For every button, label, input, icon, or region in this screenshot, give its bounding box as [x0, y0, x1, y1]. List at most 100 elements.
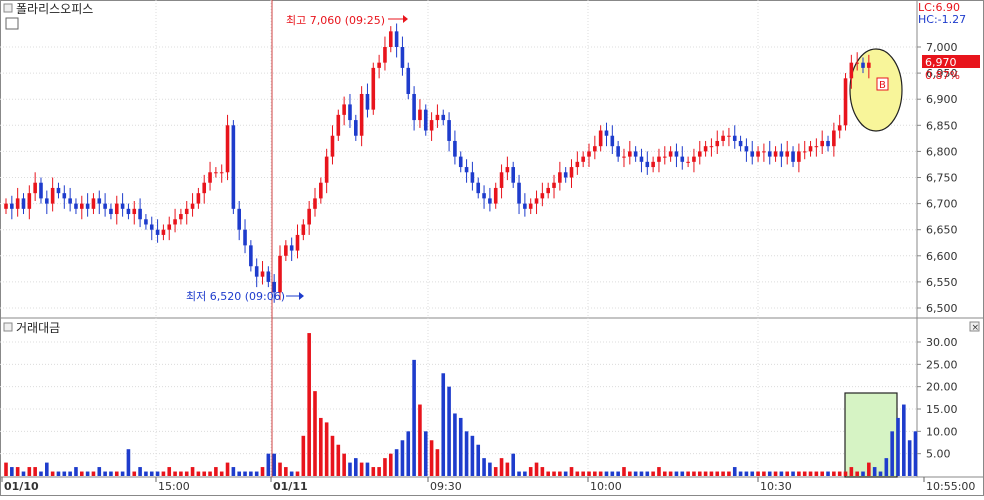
volume-bar [202, 471, 207, 476]
low-annotation: 최저 6,520 (09:06) [186, 290, 285, 303]
volume-bar [715, 471, 720, 476]
candle-body [138, 208, 142, 220]
candle-body [120, 203, 125, 209]
time-tick-label: 15:00 [158, 480, 190, 493]
candle-body [662, 156, 667, 158]
candle-body [272, 281, 276, 293]
candle-body [814, 146, 819, 148]
candle-body [651, 161, 655, 168]
candle-body [85, 203, 90, 209]
candle-body [400, 47, 405, 68]
volume-bar [388, 453, 393, 476]
candle-body [109, 208, 113, 215]
volume-bar [750, 471, 755, 476]
volume-bar [563, 471, 568, 476]
candle-body [62, 193, 67, 199]
candle-body [721, 135, 725, 141]
volume-bar [633, 471, 638, 476]
volume-bar [517, 471, 521, 476]
volume-bar [645, 471, 650, 476]
volume-bar [867, 462, 871, 476]
price-panel-header: 폴라리스오피스 LC:6.90 HC:-1.27 [3, 1, 966, 30]
volume-bar [91, 471, 96, 476]
volume-bar [447, 386, 451, 476]
candle-body [39, 182, 43, 199]
current-price-value: 6,970 [925, 56, 957, 69]
candle-body [429, 120, 434, 131]
volume-bar [365, 462, 370, 476]
volume-bar [546, 471, 550, 476]
candle-body [377, 62, 381, 68]
volume-bar [155, 471, 160, 476]
price-tick-label: 6,700 [926, 198, 958, 211]
volume-bar [505, 462, 510, 476]
candle-body [313, 198, 317, 209]
candle-body [97, 198, 102, 204]
candle-body [103, 203, 107, 209]
candle-body [843, 78, 848, 126]
candle-body [453, 140, 457, 157]
candle-body [732, 135, 737, 141]
price-tick-label: 6,950 [926, 67, 958, 80]
candle-body [697, 151, 702, 157]
volume-bar [149, 471, 154, 476]
volume-bar [219, 471, 224, 476]
volume-bar [662, 471, 667, 476]
candle-body [616, 146, 620, 157]
volume-bar [190, 467, 195, 476]
volume-bar [62, 471, 67, 476]
low-arrow-icon [299, 292, 304, 300]
time-tick-label: 01/10 [4, 480, 39, 493]
candle-body [184, 208, 189, 215]
panel-collapse-icon[interactable] [3, 3, 13, 13]
volume-bar [686, 471, 690, 476]
high-arrow-icon [403, 15, 408, 23]
candle-body [289, 245, 294, 251]
volume-bar [843, 471, 848, 476]
candle-body [750, 151, 755, 157]
candle-body [418, 109, 422, 121]
volume-bar [179, 471, 183, 476]
candle-body [33, 182, 37, 194]
volume-tick-label: 5.00 [926, 448, 951, 461]
volume-bar [39, 471, 43, 476]
volume-bar [692, 471, 696, 476]
volume-bar [540, 467, 545, 476]
volume-bar [21, 471, 26, 476]
volume-bar [558, 471, 562, 476]
volume-bar [855, 471, 859, 476]
candle-body [348, 104, 352, 121]
candle-body [767, 151, 772, 157]
volume-bar [249, 471, 253, 476]
candle-body [703, 146, 708, 152]
volume-bar [832, 471, 836, 476]
volume-bars-layer [4, 333, 918, 476]
candle-body [132, 208, 137, 215]
candle-body [628, 151, 632, 157]
candle-body [27, 193, 32, 209]
volume-bar [289, 471, 294, 476]
volume-close-icon[interactable] [969, 321, 980, 332]
volume-bar [371, 467, 376, 476]
volume-bar [523, 471, 527, 476]
price-highlight-ellipse [849, 48, 903, 132]
volume-bar [196, 471, 201, 476]
candle-body [762, 151, 766, 153]
volume-bar [15, 467, 20, 476]
candle-body [295, 234, 300, 251]
candle-body [301, 224, 306, 235]
volume-bar [837, 471, 842, 476]
volume-bar [208, 471, 212, 476]
time-tick-label: 10:00 [590, 480, 622, 493]
price-tick-label: 6,750 [926, 172, 958, 185]
candle-body [278, 255, 282, 293]
grid-table-icon[interactable] [5, 17, 19, 30]
volume-bar [587, 471, 591, 476]
candle-body [540, 193, 545, 199]
stock-name-label: 폴라리스오피스 [16, 2, 93, 16]
volume-bar [528, 467, 533, 476]
lc-label: LC:6.90 [918, 1, 960, 14]
candle-body [482, 193, 486, 199]
volume-collapse-icon[interactable] [3, 322, 13, 332]
volume-bar [56, 471, 61, 476]
